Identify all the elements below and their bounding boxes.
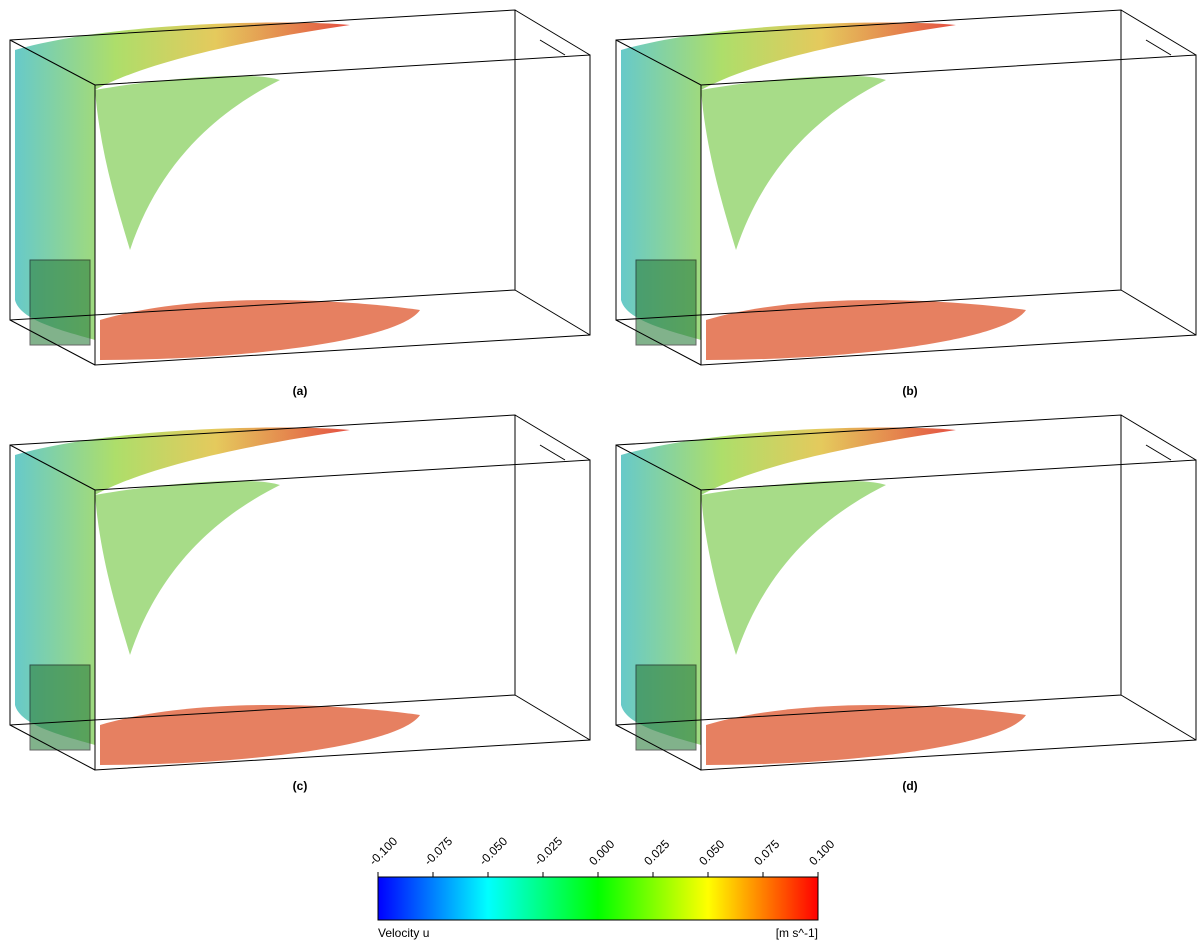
- iso-surface: [95, 480, 280, 655]
- heater: [635, 664, 697, 751]
- iso-surface: [100, 705, 420, 765]
- panel: (a): [9, 9, 591, 398]
- colorbar-tick-label: -0.050: [476, 834, 510, 868]
- colorbar-tick-label: -0.075: [421, 834, 455, 868]
- colorbar-tick-label: 0.025: [641, 837, 672, 868]
- iso-surface: [100, 300, 420, 360]
- panel-label: (b): [902, 384, 917, 398]
- room-wireframe: [615, 414, 1197, 771]
- panel-label: (c): [293, 779, 308, 793]
- heater: [29, 664, 91, 751]
- panel-label: (d): [902, 779, 917, 793]
- panel: (b): [615, 9, 1197, 398]
- colorbar-tick-label: 0.100: [806, 837, 837, 868]
- iso-surface: [701, 480, 886, 655]
- room-wireframe: [615, 9, 1197, 366]
- iso-surface: [701, 75, 886, 250]
- heater: [29, 259, 91, 346]
- iso-surface: [706, 705, 1026, 765]
- room-wireframe: [9, 414, 591, 771]
- colorbar-tick-label: 0.050: [696, 837, 727, 868]
- colorbar: [377, 876, 819, 921]
- room-wireframe: [9, 9, 591, 366]
- iso-surface: [95, 75, 280, 250]
- panel: (c): [9, 414, 591, 793]
- colorbar-tick-label: -0.025: [531, 834, 565, 868]
- panel-label: (a): [293, 384, 308, 398]
- heater: [635, 259, 697, 346]
- colorbar-tick-label: 0.000: [586, 837, 617, 868]
- panel: (d): [615, 414, 1197, 793]
- colorbar-title: Velocity u: [378, 926, 429, 940]
- colorbar-tick-label: 0.075: [751, 837, 782, 868]
- colorbar-unit: [m s^-1]: [776, 926, 818, 940]
- iso-surface: [706, 300, 1026, 360]
- colorbar-tick-label: -0.100: [366, 834, 400, 868]
